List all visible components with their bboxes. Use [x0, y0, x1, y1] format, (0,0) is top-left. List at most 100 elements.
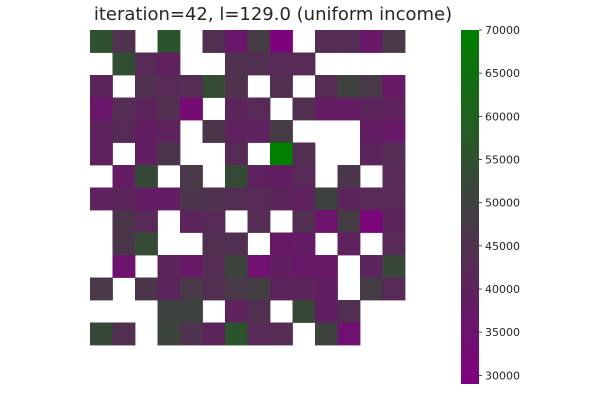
heatmap-cell [225, 75, 248, 98]
heatmap-cell [270, 255, 293, 278]
heatmap-cell [135, 232, 158, 256]
heatmap-cell [112, 255, 136, 278]
heatmap-cell [112, 52, 136, 76]
heatmap-cell [247, 52, 271, 76]
colorbar-tick-label: 70000 [485, 24, 520, 37]
heatmap-cell [225, 30, 248, 53]
heatmap-cell [292, 187, 316, 211]
heatmap-cell [247, 322, 271, 346]
heatmap-grid [90, 30, 406, 346]
heatmap-cell [135, 187, 158, 211]
heatmap-cell [270, 142, 293, 166]
colorbar-tick-label: 50000 [485, 197, 520, 210]
heatmap-cell [247, 255, 271, 278]
heatmap-cell [90, 277, 113, 301]
heatmap-cell [157, 277, 181, 301]
heatmap-cell [225, 142, 248, 166]
heatmap-cell [315, 300, 338, 323]
heatmap-cell [180, 187, 203, 211]
colorbar-tick-label: 45000 [485, 240, 520, 253]
heatmap-cell [360, 30, 383, 53]
heatmap-cell [202, 322, 226, 346]
heatmap-cell [202, 210, 226, 233]
heatmap-cell [157, 97, 181, 121]
heatmap-cell [382, 232, 406, 256]
heatmap-cell [225, 322, 248, 346]
heatmap-cell [270, 75, 293, 98]
heatmap-cell [135, 120, 158, 143]
heatmap-cell [180, 210, 203, 233]
heatmap-cell [337, 210, 361, 233]
heatmap-cell [292, 232, 316, 256]
heatmap-cell [202, 255, 226, 278]
heatmap-cell [112, 210, 136, 233]
heatmap-cell [225, 232, 248, 256]
heatmap-cell [90, 97, 113, 121]
heatmap-cell [337, 97, 361, 121]
heatmap-cell [90, 142, 113, 166]
heatmap-cell [225, 165, 248, 188]
heatmap-cell [270, 120, 293, 143]
heatmap-cell [270, 30, 293, 53]
heatmap-cell [382, 142, 406, 166]
heatmap-cell [315, 255, 338, 278]
heatmap-cell [180, 255, 203, 278]
heatmap-cell [292, 277, 316, 301]
heatmap-cell [247, 97, 271, 121]
heatmap-cell [337, 187, 361, 211]
heatmap-cell [157, 300, 181, 323]
heatmap-cell [157, 30, 181, 53]
heatmap-cell [135, 165, 158, 188]
heatmap-cell [202, 30, 226, 53]
heatmap-cell [157, 322, 181, 346]
heatmap-cell [225, 255, 248, 278]
heatmap-cell [382, 210, 406, 233]
heatmap-cell [202, 187, 226, 211]
heatmap-cell [292, 52, 316, 76]
heatmap-cell [315, 97, 338, 121]
heatmap-cell [382, 187, 406, 211]
heatmap-cell [360, 187, 383, 211]
heatmap-cell [180, 165, 203, 188]
heatmap-cell [360, 210, 383, 233]
heatmap-cell [360, 142, 383, 166]
heatmap-cell [360, 120, 383, 143]
heatmap-cell [135, 52, 158, 76]
heatmap-cell [337, 30, 361, 53]
heatmap-cell [225, 187, 248, 211]
heatmap-cell [360, 277, 383, 301]
heatmap-cell [135, 210, 158, 233]
heatmap-cell [90, 75, 113, 98]
colorbar-tick-label: 60000 [485, 110, 520, 123]
heatmap-cell [225, 120, 248, 143]
chart-title: iteration=42, l=129.0 (uniform income) [94, 4, 452, 25]
colorbar-axis: 30000 35000 40000 45000 50000 55000 60000 65000… [479, 24, 520, 382]
heatmap-cell [180, 277, 203, 301]
heatmap-cell [360, 255, 383, 278]
colorbar-tick-label: 40000 [485, 283, 520, 296]
heatmap-cell [270, 52, 293, 76]
heatmap-cell [225, 97, 248, 121]
heatmap-cell [292, 300, 316, 323]
heatmap-cell [337, 322, 361, 346]
heatmap-cell [315, 277, 338, 301]
heatmap-cell [157, 142, 181, 166]
heatmap-cell [270, 165, 293, 188]
heatmap-cell [225, 277, 248, 301]
heatmap-cell [337, 75, 361, 98]
heatmap-cell [270, 187, 293, 211]
heatmap-cell [112, 30, 136, 53]
heatmap-cell [157, 75, 181, 98]
heatmap-cell [315, 322, 338, 346]
heatmap-cell [112, 97, 136, 121]
heatmap-cell [90, 120, 113, 143]
heatmap-cell [180, 97, 203, 121]
heatmap-cell [382, 97, 406, 121]
heatmap-cell [247, 300, 271, 323]
heatmap-cell [337, 300, 361, 323]
heatmap-cell [382, 255, 406, 278]
heatmap-cell [180, 75, 203, 98]
heatmap-cell [225, 300, 248, 323]
heatmap-cell [112, 187, 136, 211]
